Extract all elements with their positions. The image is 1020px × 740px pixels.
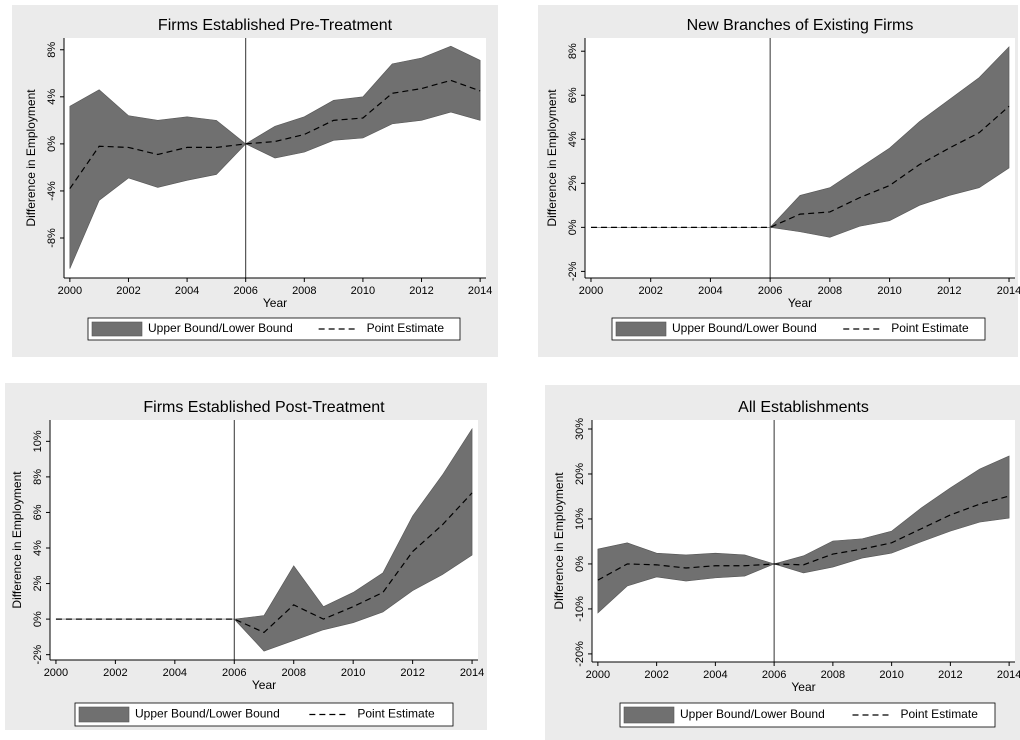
x-tick-label: 2010 (351, 285, 375, 297)
x-tick-label: 2014 (468, 285, 492, 297)
x-tick-label: 2014 (460, 667, 484, 679)
x-tick-label: 2002 (103, 667, 127, 679)
y-tick-label: 10% (32, 430, 44, 452)
y-axis-title: Difference in Employment (552, 472, 566, 610)
chart-title: All Establishments (738, 399, 869, 416)
y-tick-label: 0% (574, 556, 586, 572)
y-tick-label: -2% (567, 261, 579, 281)
x-tick-label: 2010 (879, 669, 903, 681)
x-tick-label: 2008 (818, 285, 842, 297)
x-tick-label: 2012 (938, 669, 962, 681)
y-axis-title: Difference in Employment (24, 89, 38, 227)
chart-title: Firms Established Post-Treatment (143, 399, 385, 416)
confidence-band (69, 45, 481, 269)
legend-box (87, 317, 461, 341)
x-tick-label: 2002 (644, 669, 668, 681)
y-tick-label: 4% (46, 89, 58, 105)
x-tick-label: 2012 (937, 285, 961, 297)
legend-label: Point Estimate (901, 707, 979, 721)
x-tick-label: 2002 (116, 285, 140, 297)
y-tick-label: 6% (567, 87, 579, 103)
y-tick-label: 8% (46, 42, 58, 58)
legend-box (611, 317, 986, 341)
x-tick-label: 2008 (281, 667, 305, 679)
y-tick-label: 2% (32, 575, 44, 591)
x-tick-label: 2004 (698, 285, 722, 297)
y-tick-label: -10% (574, 596, 586, 622)
point-estimate-line (69, 79, 481, 189)
y-tick-label: -2% (32, 645, 44, 665)
x-tick-label: 2014 (997, 669, 1020, 681)
x-tick-label: 2008 (821, 669, 845, 681)
y-tick-label: -8% (46, 228, 58, 248)
x-tick-label: 2000 (44, 667, 68, 679)
y-tick-label: 0% (32, 611, 44, 627)
legend-swatch (623, 706, 675, 724)
y-tick-label: 0% (46, 136, 58, 152)
point-estimate-line (590, 105, 1010, 228)
x-tick-label: 2004 (175, 285, 199, 297)
x-tick-label: 2002 (638, 285, 662, 297)
point-estimate-line (597, 495, 1010, 581)
legend-label: Upper Bound/Lower Bound (672, 321, 817, 335)
x-tick-label: 2010 (341, 667, 365, 679)
y-tick-label: 4% (567, 131, 579, 147)
legend-swatch (91, 321, 143, 337)
y-tick-label: 6% (32, 504, 44, 520)
legend-label: Upper Bound/Lower Bound (148, 321, 293, 335)
x-tick-label: 2006 (233, 285, 257, 297)
legend-label: Point Estimate (367, 321, 445, 335)
y-axis-title: Difference in Employment (10, 471, 24, 609)
legend-swatch (615, 321, 667, 337)
x-tick-label: 2014 (997, 285, 1020, 297)
legend-box (619, 702, 996, 728)
x-axis-title: Year (252, 678, 276, 692)
x-tick-label: 2000 (586, 669, 610, 681)
legend-box (74, 702, 454, 727)
y-tick-label: -4% (46, 181, 58, 201)
y-tick-label: 10% (574, 508, 586, 530)
confidence-band (597, 455, 1010, 614)
x-axis-title: Year (263, 296, 287, 310)
y-tick-label: 8% (32, 469, 44, 485)
x-tick-label: 2010 (877, 285, 901, 297)
chart-title: Firms Established Pre-Treatment (158, 17, 393, 34)
y-tick-label: 0% (567, 219, 579, 235)
legend-label: Upper Bound/Lower Bound (135, 707, 280, 721)
x-tick-label: 2006 (762, 669, 786, 681)
x-tick-label: 2004 (703, 669, 727, 681)
x-tick-label: 2000 (579, 285, 603, 297)
x-tick-label: 2012 (400, 667, 424, 679)
plot-area (592, 420, 1015, 662)
y-axis-title: Difference in Employment (545, 89, 559, 227)
y-tick-label: -20% (574, 641, 586, 667)
x-tick-label: 2006 (758, 285, 782, 297)
chart-title: New Branches of Existing Firms (687, 17, 914, 34)
x-tick-label: 2008 (292, 285, 316, 297)
x-axis-title: Year (791, 680, 815, 694)
x-tick-label: 2012 (409, 285, 433, 297)
y-tick-label: 30% (574, 418, 586, 440)
y-tick-label: 8% (567, 43, 579, 59)
x-axis-title: Year (788, 296, 812, 310)
legend-swatch (78, 706, 130, 723)
legend-label: Point Estimate (891, 321, 969, 335)
point-estimate-line (55, 492, 473, 634)
y-tick-label: 4% (32, 540, 44, 556)
y-tick-label: 20% (574, 463, 586, 485)
x-tick-label: 2000 (58, 285, 82, 297)
x-tick-label: 2004 (163, 667, 187, 679)
y-tick-label: 2% (567, 175, 579, 191)
x-tick-label: 2006 (222, 667, 246, 679)
legend-label: Point Estimate (357, 707, 435, 721)
legend-label: Upper Bound/Lower Bound (680, 707, 825, 721)
